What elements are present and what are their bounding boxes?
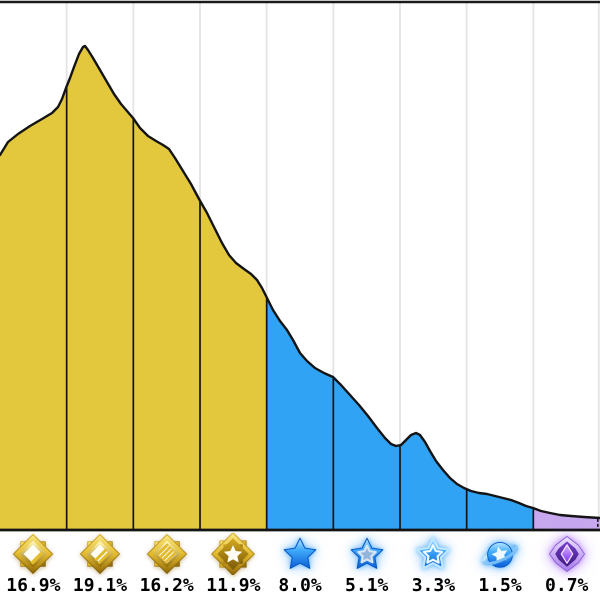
rank-cell: 16.2% xyxy=(133,532,200,600)
rank-purple-gem-icon xyxy=(545,533,589,575)
rank-cell: 3.3% xyxy=(400,532,467,600)
distribution-chart xyxy=(0,0,600,532)
rank-percentage: 19.1% xyxy=(72,575,128,596)
rank-blue-star-icon xyxy=(278,533,322,575)
ranks-row: 16.9% 19.1% 16.2% 11.9% 8.0% 5.1% 3.3% 1.5% 0.7% xyxy=(0,532,600,600)
rank-gold-two-stripe-icon xyxy=(78,533,122,575)
rank-percentage: 11.9% xyxy=(206,575,261,596)
rank-blue-planet-icon xyxy=(478,533,522,575)
rank-percentage: 8.0% xyxy=(278,575,322,596)
rank-cell: 16.9% xyxy=(0,532,67,600)
rank-percentage: 1.5% xyxy=(478,575,522,596)
section-dividers xyxy=(65,87,535,530)
rank-gold-one-stripe-icon xyxy=(11,533,55,575)
rank-gold-star-icon xyxy=(211,533,255,575)
rank-cell: 11.9% xyxy=(200,532,267,600)
rank-percentage: 16.2% xyxy=(139,575,194,596)
curve-outline xyxy=(0,44,600,520)
rank-cell: 19.1% xyxy=(67,532,134,600)
rank-cell: 0.7% xyxy=(533,532,600,600)
rank-cell: 1.5% xyxy=(467,532,534,600)
rank-blue-star-outline-icon xyxy=(345,533,389,575)
rank-percentage: 3.3% xyxy=(411,575,456,596)
rank-cell: 5.1% xyxy=(333,532,400,600)
rank-percentage: 5.1% xyxy=(345,575,389,596)
rank-cell: 8.0% xyxy=(267,532,334,600)
rank-percentage: 0.7% xyxy=(545,575,589,596)
rank-gold-three-stripe-icon xyxy=(145,533,189,575)
grid-lines xyxy=(65,3,600,529)
rank-percentage: 16.9% xyxy=(6,575,61,596)
rank-blue-star-glow-icon xyxy=(411,533,455,575)
